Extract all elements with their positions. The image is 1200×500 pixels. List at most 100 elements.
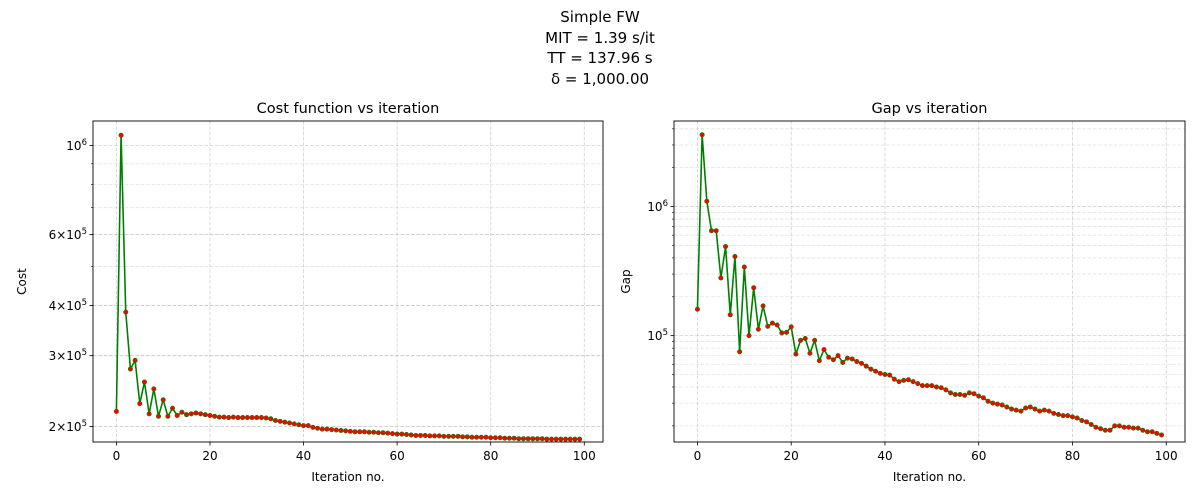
data-point [980,395,986,401]
data-point [258,415,264,421]
data-point [999,402,1005,408]
chart-title: Gap vs iteration [872,101,988,117]
x-tick-label: 20 [784,449,799,463]
data-point [352,429,358,435]
data-point [394,431,400,437]
data-point [244,415,250,421]
data-point [835,353,841,359]
data-point [938,385,944,391]
data-point [915,381,921,387]
data-point [746,333,752,339]
data-point [844,355,850,361]
data-point [254,415,260,421]
data-point [553,436,559,442]
data-point [957,391,963,397]
data-point [994,401,1000,407]
data-point [873,368,879,374]
data-point [268,416,274,422]
data-point [460,434,466,440]
data-point [990,400,996,406]
data-point [901,377,907,383]
data-point [520,436,526,442]
data-point [287,420,293,426]
data-point [506,435,512,441]
data-point [1116,423,1122,429]
data-point [924,383,930,389]
data-point [1135,425,1141,431]
data-point [807,350,813,356]
data-point [534,436,540,442]
suptitle-line-2: MIT = 1.39 s/it [545,28,655,47]
data-point [779,330,785,336]
data-point [863,363,869,369]
data-point [830,357,836,363]
y-axis-label: Cost [15,268,29,295]
data-point [446,433,452,439]
data-point [962,392,968,398]
data-point [840,359,846,365]
data-point [985,398,991,404]
data-point [282,419,288,425]
data-point [948,390,954,396]
axes-frame [92,120,604,443]
data-point [802,336,808,342]
data-point [118,132,124,138]
suptitle-line-4: δ = 1,000.00 [550,69,650,88]
data-point [760,303,766,309]
data-point [868,366,874,372]
data-point [704,198,710,204]
data-point [539,436,545,442]
y-tick-label: 105 [647,328,668,343]
data-point [798,337,804,343]
data-point [1107,427,1113,433]
data-point [544,436,550,442]
data-point [971,391,977,397]
data-point [216,414,222,420]
data-point [905,377,911,383]
data-point [263,415,269,421]
data-point [160,397,166,403]
data-point [483,434,489,440]
data-point [859,360,865,366]
data-point [737,349,743,355]
data-point [732,254,738,260]
data-point [929,383,935,389]
data-point [207,412,213,418]
data-point [1098,426,1104,432]
data-point [751,285,757,291]
data-point [1004,404,1010,410]
x-tick-label: 60 [971,449,986,463]
data-point [240,415,246,421]
data-point [1027,404,1033,410]
data-point [525,436,531,442]
data-point [464,434,470,440]
data-point [854,359,860,365]
data-point [488,435,494,441]
data-point [235,415,241,421]
data-point [1032,406,1038,412]
data-point [305,423,311,429]
data-point [226,415,232,421]
data-point [826,354,832,360]
data-point [1130,425,1136,431]
data-point [324,426,330,432]
series-line [696,134,1162,436]
data-point [132,357,138,363]
data-point [966,390,972,396]
data-point [1093,424,1099,430]
data-point [165,413,171,419]
data-point [723,244,729,250]
data-point [718,275,724,281]
data-point [1037,408,1043,414]
axes-frame [673,120,1186,443]
data-point [202,412,208,418]
data-point [709,228,715,234]
data-point [769,320,775,326]
data-point [277,418,283,424]
y-tick-label: 2×105 [49,419,87,434]
data-point [361,429,367,435]
data-point [427,433,433,439]
suptitle-line-1: Simple FW [560,8,640,26]
